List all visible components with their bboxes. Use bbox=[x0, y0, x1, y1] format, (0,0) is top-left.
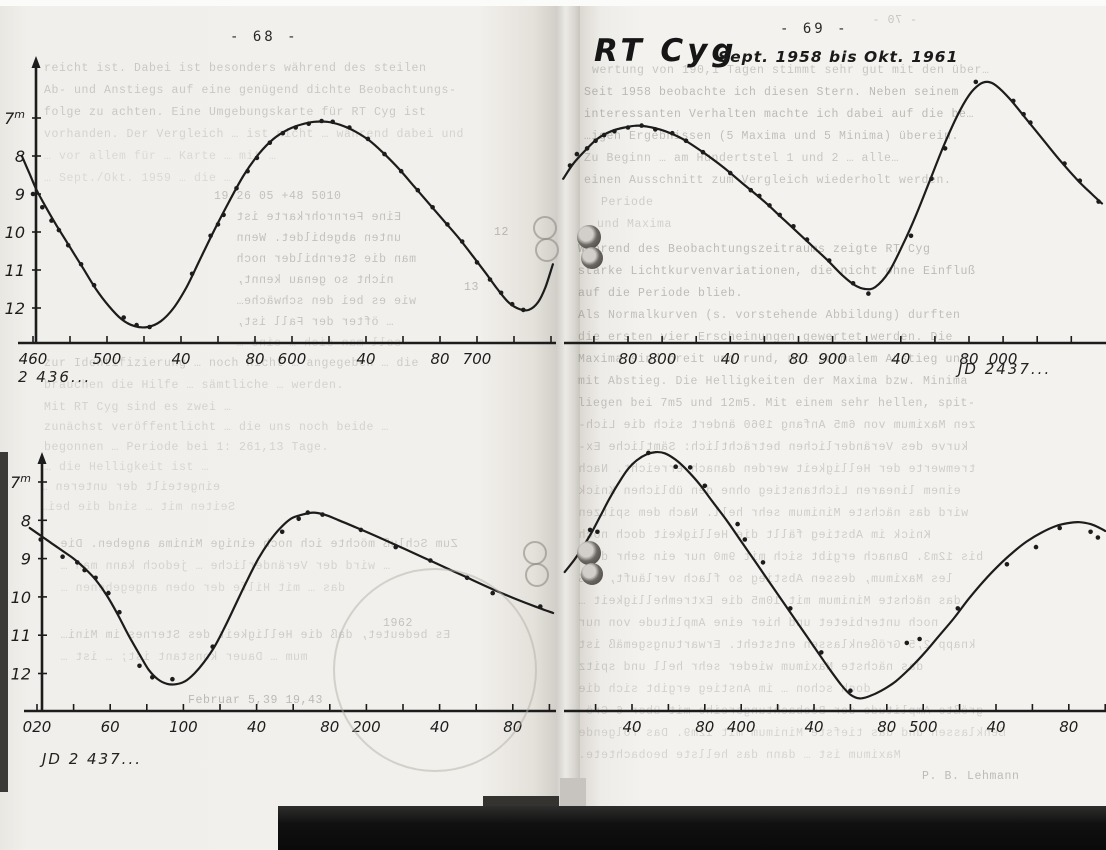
ghost-text-line: … die Helligkeit ist … bbox=[44, 461, 210, 474]
ghost-text-line: reicht ist. Dabei ist besonders während … bbox=[44, 62, 427, 75]
punch-hole-artifact bbox=[581, 563, 603, 585]
ghost-text-line: mit Abstieg. Die Helligkeiten der Maxima… bbox=[578, 375, 969, 388]
ghost-text-line: bis 12m3. Danach ergibt sich mit 9m0 nur… bbox=[578, 551, 984, 564]
ghost-text-line: - 70 - bbox=[872, 14, 918, 27]
page-gutter bbox=[556, 6, 580, 850]
ghost-text-line: wie es bei den schwäche… bbox=[236, 295, 417, 308]
ghost-text-line: tremwerte der Helligkeit werden danach e… bbox=[578, 463, 976, 476]
ghost-text-line: Zu Beginn … am Hundertstel 1 und 2 … all… bbox=[584, 152, 900, 165]
ghost-text-line: 12 bbox=[494, 226, 510, 239]
ghost-text-line: kurve des Veränderlichen beträchtlich: S… bbox=[578, 441, 969, 454]
chart-title: RT Cyg bbox=[594, 33, 738, 69]
ghost-text-line: einem linearen Lichtanstieg ohne den übl… bbox=[578, 485, 961, 498]
ghost-text-line: mum … Dauer konstant ist; … ist … bbox=[60, 651, 308, 664]
ghost-text-line: vorhanden. Der Vergleich … ist nicht … w… bbox=[44, 128, 465, 141]
gutter-bottom-notch bbox=[560, 778, 586, 808]
ghost-text-line: Seit 1958 beobachte ich diesen Stern. Ne… bbox=[584, 86, 960, 99]
ghost-text-line: liegen bei 7m5 und 12m5. Mit einem sehr … bbox=[578, 397, 976, 410]
ghost-text-line: brauchen die Hilfe … sämtliche … werden. bbox=[44, 379, 345, 392]
ghost-text-line: zunächst veröffentlicht … die uns noch b… bbox=[44, 421, 390, 434]
ghost-text-line: man die Sternbilder noch bbox=[236, 253, 417, 266]
ghost-text-line: interessanten Verhalten machte ich dabei… bbox=[584, 108, 975, 121]
ghost-text-line: ßenklassen und das tiefste Minimum mit 1… bbox=[578, 727, 1006, 740]
punch-hole-artifact bbox=[581, 247, 603, 269]
ghost-text-line: und Maxima bbox=[597, 218, 673, 231]
punch-hole-artifact bbox=[577, 541, 601, 565]
ghost-text-line: les Maximum, dessen Abstieg so flach ver… bbox=[578, 573, 954, 586]
ghost-text-line: einen Ausschnitt zum Vergleich wiederhol… bbox=[584, 174, 952, 187]
ghost-text-line: Knick im Abstieg fällt die Helligkeit do… bbox=[578, 529, 931, 542]
ghost-text-line: auf die Periode blieb. bbox=[578, 287, 744, 300]
ghost-text-line: unten abgebildet. Wenn bbox=[236, 232, 402, 245]
ghost-text-line: das nächste Maximum wieder sehr hell und… bbox=[578, 661, 924, 674]
scanner-background-band bbox=[278, 806, 1106, 850]
ghost-text-line: knapp 2,5 Größenklassen entsteht. Erwart… bbox=[578, 639, 976, 652]
punch-hole-artifact bbox=[577, 225, 601, 249]
ghost-text-line: … Sept./Okt. 1959 … die … bbox=[44, 172, 232, 185]
ghost-text-line: Ab- und Anstiegs auf eine genügend dicht… bbox=[44, 84, 457, 97]
ghost-text-line: … öfter der Fall ist, bbox=[236, 316, 394, 329]
ghost-text-line: doch schon … im Anstieg ergibt sich die bbox=[578, 683, 871, 696]
scan-top-margin bbox=[0, 0, 1106, 7]
stamp-circle-artifact bbox=[333, 568, 537, 772]
ghost-text-line: Während des Beobachtungszeitraums zeigte… bbox=[578, 243, 931, 256]
ghost-text-line: Maxima sind breit und rund, mit schmalem… bbox=[578, 353, 969, 366]
ghost-text-line: … wird der Veränderliche … jedoch kann m… bbox=[60, 560, 391, 573]
ghost-text-line: die ersten vier Erscheinungen gewertet w… bbox=[578, 331, 954, 344]
ghost-text-line: das … mit Hilfe der oben angegebenen … bbox=[60, 582, 346, 595]
ghost-text-line: nicht so genau kennt, bbox=[236, 274, 394, 287]
ghost-text-line: Seiten mit … sind die bei… bbox=[40, 501, 236, 514]
ghost-text-line: Zum Schluß möchte ich noch einige Minima… bbox=[60, 538, 458, 551]
jd-label-bottom-left: JD 2 437... bbox=[42, 750, 142, 768]
ghost-text-line: starke Lichtkurvenvariationen, die nicht… bbox=[578, 265, 976, 278]
page-number-left: - 68 - bbox=[230, 29, 299, 45]
ghost-text-line: noch unterbietet und hier eine Amplitude… bbox=[578, 617, 939, 630]
ghost-text-line: größte Amplitude der Beobachtungsreihe m… bbox=[578, 705, 984, 718]
ghost-text-line: wertung von 190,1 Tagen stimmt sehr gut … bbox=[592, 64, 990, 77]
punch-hole-ring-artifact bbox=[535, 238, 559, 262]
punch-hole-ring-artifact bbox=[533, 216, 557, 240]
ghost-text-line: Februar 5,39 19,43 bbox=[188, 694, 324, 707]
ghost-text-line: eingeteilt der unteren … bbox=[40, 481, 221, 494]
jd-label-top-left: 2 436... bbox=[18, 368, 92, 386]
ghost-text-line: Eine Fernrohrkarte ist bbox=[236, 211, 402, 224]
ghost-text-line: soll man sich … eine … bbox=[236, 337, 402, 350]
ghost-text-line: folge zu achten. Eine Umgebungskarte für… bbox=[44, 106, 427, 119]
ghost-text-line: wird das nächste Minimum sehr hell. Nach… bbox=[578, 507, 969, 520]
punch-hole-ring-artifact bbox=[523, 541, 547, 565]
ghost-text-line: P. B. Lehmann bbox=[922, 770, 1020, 783]
page-number-right: - 69 - bbox=[780, 21, 849, 37]
ghost-text-line: …igen Ergebnissen (5 Maxima und 5 Minima… bbox=[584, 130, 960, 143]
ghost-text-line: das nächste Minimum mit 10m5 die Extremh… bbox=[578, 595, 961, 608]
jd-label-top-right: JD 2437... bbox=[958, 360, 1052, 378]
ghost-text-line: 13 bbox=[464, 281, 480, 294]
chart-subtitle: Sept. 1958 bis Okt. 1961 bbox=[718, 48, 959, 66]
ghost-text-line: 19 26 05 +48 5010 bbox=[214, 190, 342, 203]
ghost-text-line: zen Maximum von 6m5 Anfang 1960 ändert s… bbox=[578, 419, 976, 432]
ghost-text-line: zur Identifizierung … noch nicht … angeg… bbox=[44, 357, 420, 370]
punch-hole-ring-artifact bbox=[525, 563, 549, 587]
scan-edge-shadow bbox=[0, 452, 8, 792]
ghost-text-line: Periode bbox=[601, 196, 654, 209]
ghost-text-line: … vor allem für … Karte … mit … bbox=[44, 150, 277, 163]
ghost-text-line: Maximum ist … dann das hellste beobachte… bbox=[578, 749, 901, 762]
ghost-text-line: Als Normalkurven (s. vorstehende Abbildu… bbox=[578, 309, 961, 322]
ghost-text-line: Mit RT Cyg sind es zwei … bbox=[44, 401, 232, 414]
ghost-text-line: begonnen … Periode bei 1: 261,13 Tage. bbox=[44, 441, 330, 454]
